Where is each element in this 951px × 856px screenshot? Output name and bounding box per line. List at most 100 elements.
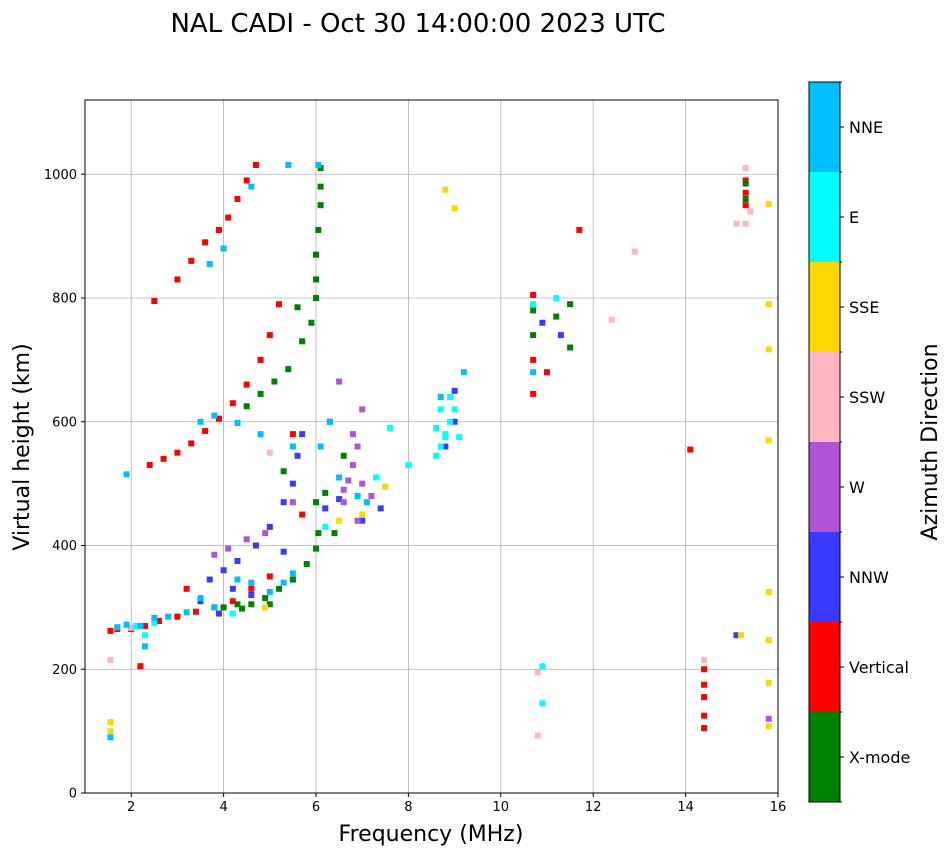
colorbar-tick-label: NNW <box>849 568 889 587</box>
data-point-x-mode <box>276 585 283 592</box>
data-point-x-mode <box>299 338 306 345</box>
data-point-vertical <box>742 202 749 209</box>
data-point-ssw <box>266 449 273 456</box>
data-point-nnw <box>229 585 236 592</box>
data-point-e <box>433 452 440 459</box>
y-tick-label: 800 <box>52 292 77 307</box>
data-point-vertical <box>142 622 149 629</box>
data-point-nne <box>336 474 343 481</box>
data-point-e <box>456 434 463 441</box>
data-point-nnw <box>289 480 296 487</box>
data-point-x-mode <box>340 452 347 459</box>
colorbar-tick-label: SSW <box>849 388 885 407</box>
data-point-x-mode <box>239 605 246 612</box>
x-tick-label: 16 <box>770 800 787 815</box>
data-point-e <box>530 301 537 308</box>
data-point-nne <box>142 643 149 650</box>
plot-frame <box>84 99 779 794</box>
data-point-vertical <box>229 598 236 605</box>
data-point-w <box>262 530 269 537</box>
data-point-vertical <box>701 725 708 732</box>
data-point-vertical <box>202 239 209 246</box>
x-tick-label: 2 <box>127 800 135 815</box>
data-point-nne <box>123 471 130 478</box>
data-point-w <box>349 462 356 469</box>
x-tick-label: 12 <box>585 800 602 815</box>
data-point-x-mode <box>280 468 287 475</box>
data-point-x-mode <box>315 226 322 233</box>
data-point-x-mode <box>530 307 537 314</box>
data-point-vertical <box>576 226 583 233</box>
data-point-e <box>433 424 440 431</box>
data-point-x-mode <box>257 390 264 397</box>
data-point-vertical <box>174 613 181 620</box>
data-point-nne <box>137 622 144 629</box>
data-point-nne <box>354 493 361 499</box>
data-point-x-mode <box>234 601 241 608</box>
data-point-vertical <box>299 511 306 518</box>
colorbar-tick-label: Vertical <box>849 658 909 677</box>
data-point-vertical <box>202 428 209 435</box>
data-point-e <box>442 434 449 441</box>
data-point-e <box>539 700 546 707</box>
data-point-ssw <box>534 669 541 676</box>
data-point-nnw <box>234 557 241 564</box>
data-point-e <box>322 523 329 530</box>
data-point-x-mode <box>285 366 292 373</box>
data-point-x-mode <box>220 604 227 611</box>
data-point-x-mode <box>742 196 749 202</box>
data-point-nne <box>220 245 227 252</box>
data-point-ssw <box>733 220 740 227</box>
data-point-sse <box>382 483 389 490</box>
data-point-ssw <box>608 316 615 323</box>
colorbar-segment <box>809 262 840 352</box>
data-point-sse <box>336 517 343 524</box>
y-tick-label: 0 <box>69 787 77 802</box>
data-point-nne <box>315 161 322 168</box>
data-point-w <box>359 406 366 413</box>
data-point-nnw <box>451 387 458 394</box>
data-point-x-mode <box>271 378 278 385</box>
data-point-nne <box>107 734 114 741</box>
data-point-e <box>451 406 458 413</box>
data-point-x-mode <box>266 601 273 608</box>
data-point-vertical <box>174 449 181 456</box>
data-point-nne <box>280 579 287 586</box>
data-point-sse <box>738 632 745 639</box>
data-point-vertical <box>701 666 708 673</box>
data-point-nnw <box>252 542 259 549</box>
data-point-w <box>359 480 366 487</box>
data-point-x-mode <box>742 180 749 187</box>
data-point-w <box>243 536 250 543</box>
colorbar-segment <box>809 442 840 532</box>
data-point-e <box>142 632 149 639</box>
colorbar-frame <box>808 81 841 803</box>
data-point-nne <box>234 419 241 426</box>
data-point-nne <box>197 595 204 602</box>
data-point-vertical <box>266 332 273 339</box>
data-point-vertical <box>188 440 195 447</box>
colorbar-tick-label: NNE <box>849 118 883 137</box>
data-point-sse <box>765 723 772 730</box>
data-point-w <box>368 493 375 499</box>
data-point-w <box>340 486 347 493</box>
colorbar-segment <box>809 712 840 802</box>
data-point-sse <box>765 200 772 207</box>
data-point-sse <box>107 728 114 735</box>
data-point-e <box>437 406 444 413</box>
data-point-nnw <box>359 517 366 524</box>
data-point-nne <box>123 621 130 628</box>
data-point-e <box>446 418 453 425</box>
data-point-e <box>405 462 412 469</box>
data-point-nnw <box>442 443 449 450</box>
data-point-vertical <box>252 161 259 168</box>
data-point-vertical <box>243 381 250 388</box>
data-point-x-mode <box>289 576 296 583</box>
colorbar: X-mode Vertical NNW W SSW SSE E NNE <box>809 81 910 803</box>
data-point-nnw <box>336 496 343 503</box>
data-point-ssw <box>128 624 135 631</box>
data-point-sse <box>765 301 772 308</box>
plot-area: 2 4 6 8 10 12 14 16 0 200 400 600 800 1000 <box>44 99 787 815</box>
data-point-x-mode <box>313 499 319 506</box>
data-point-vertical <box>160 455 167 462</box>
